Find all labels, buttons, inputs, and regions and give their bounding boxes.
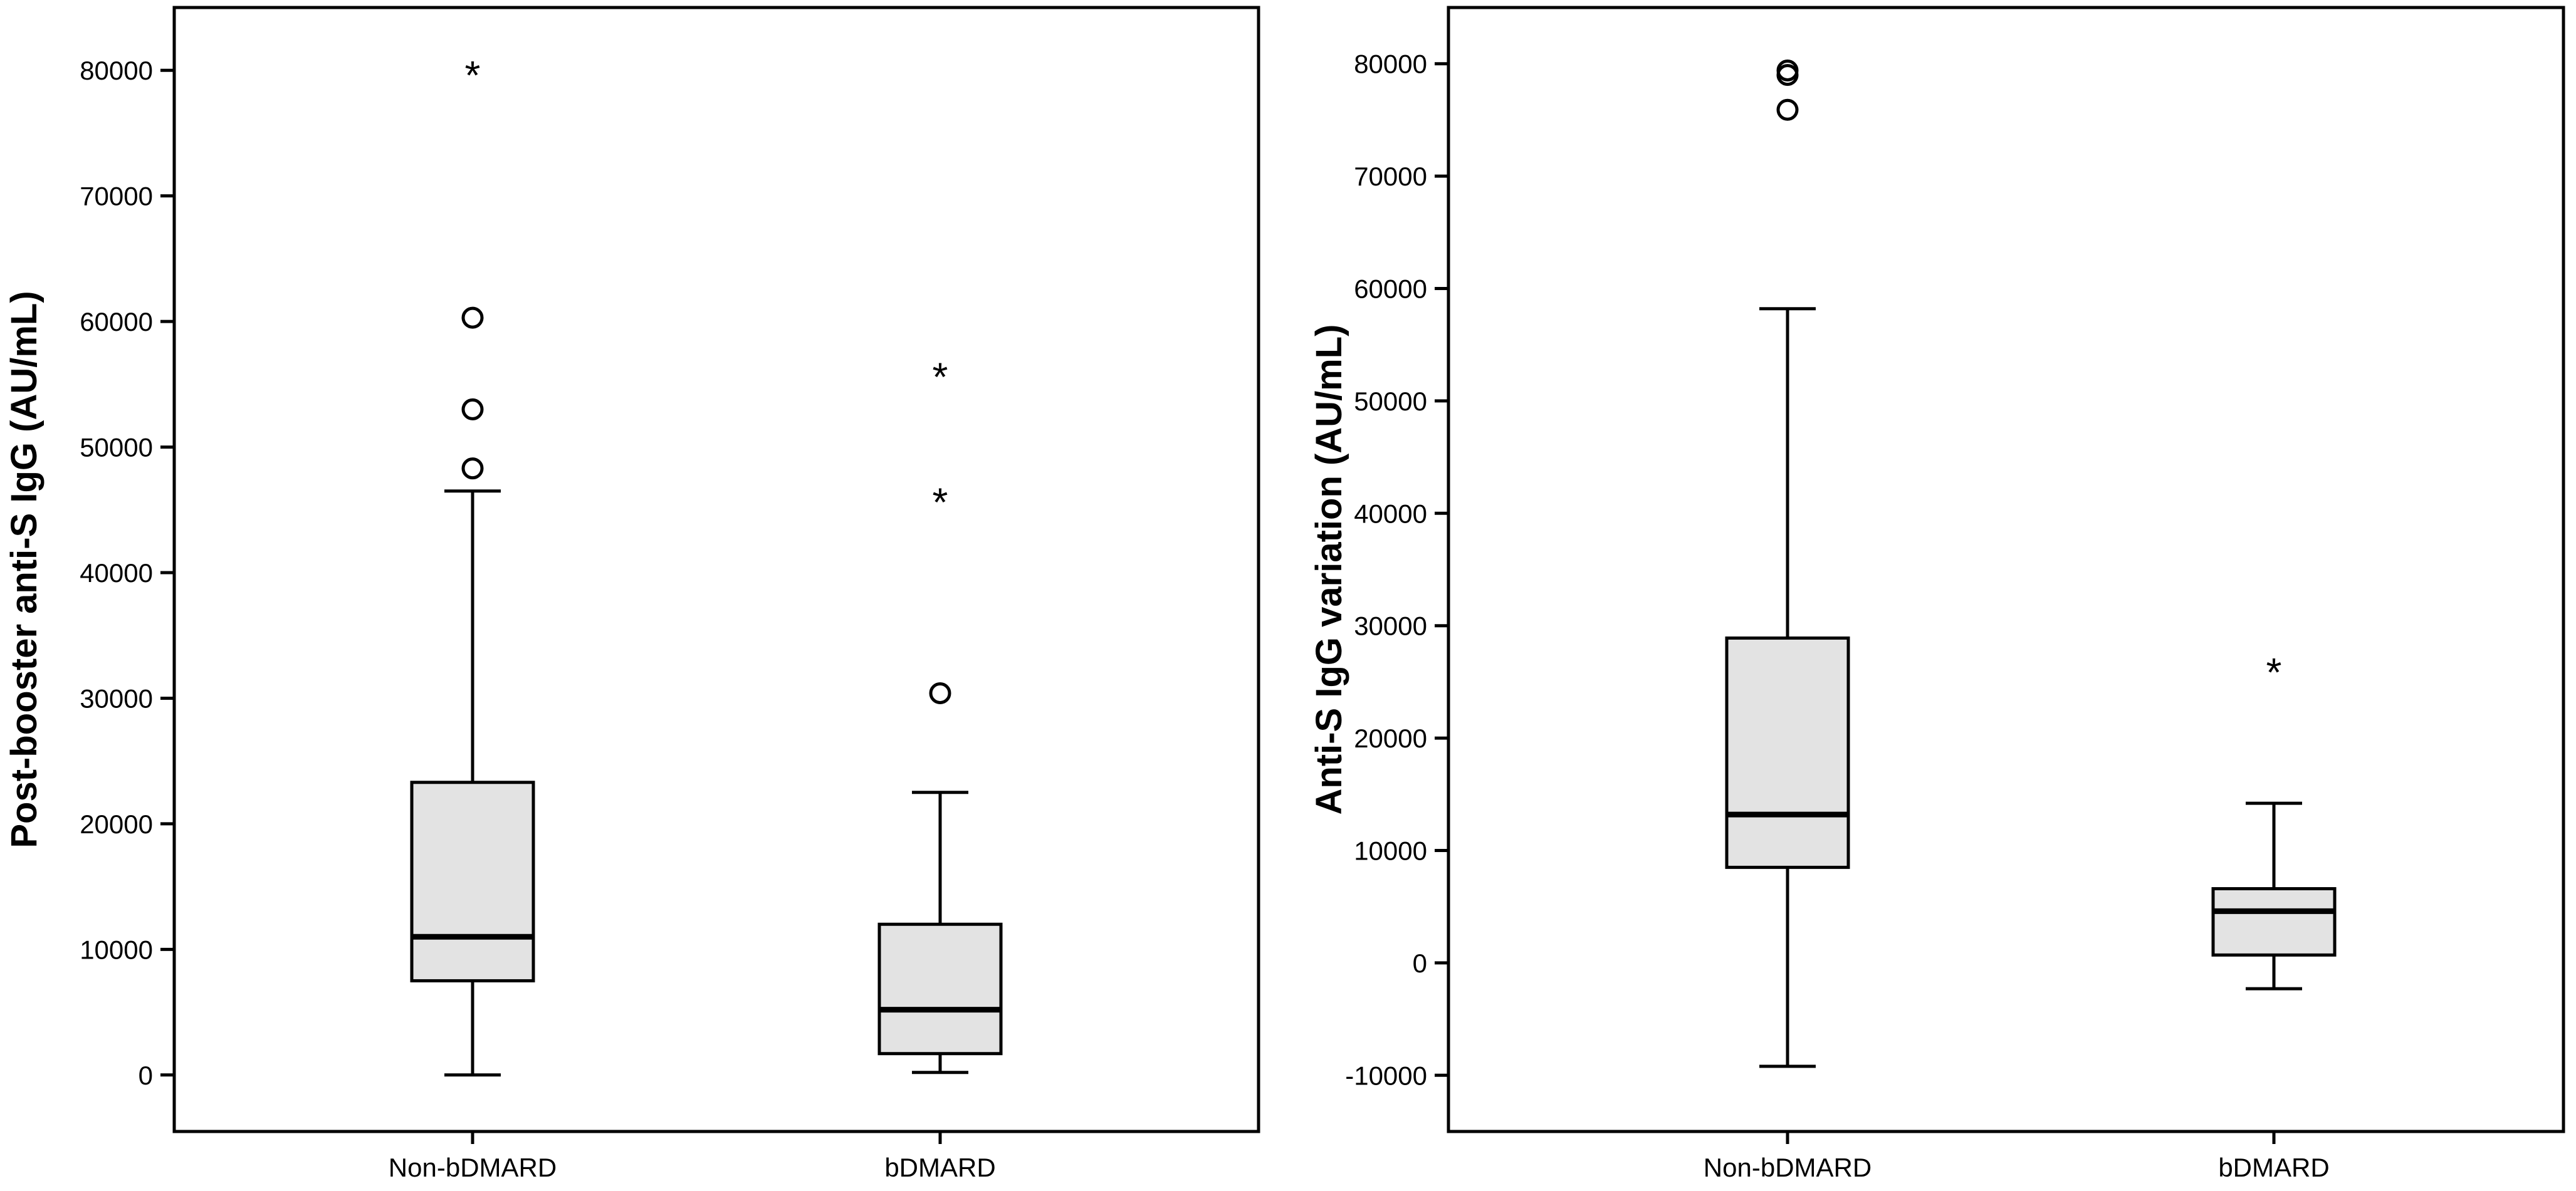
y-tick-label: 70000 — [1354, 162, 1427, 191]
y-tick-label: 50000 — [1354, 387, 1427, 416]
x-tick-label: bDMARD — [2218, 1153, 2329, 1182]
outlier-point — [1776, 59, 1799, 81]
y-tick-label: 30000 — [1354, 611, 1427, 641]
y-tick-label: 20000 — [1354, 724, 1427, 753]
extreme-point: * — [933, 480, 948, 525]
y-tick-label: 50000 — [80, 433, 153, 462]
box-non-bdmard — [1725, 59, 1850, 1068]
iqr-box — [2211, 887, 2337, 957]
y-tick-label: 0 — [1413, 949, 1427, 978]
extreme-point: * — [465, 53, 481, 98]
outlier-point — [461, 457, 484, 480]
y-tick-label: -10000 — [1345, 1061, 1427, 1090]
outlier-point — [929, 682, 951, 704]
y-tick-label: 20000 — [80, 809, 153, 839]
x-tick-label: Non-bDMARD — [389, 1153, 557, 1182]
y-axis-title: Anti-S IgG variation (AU/mL) — [1309, 325, 1349, 815]
y-tick-label: 40000 — [80, 558, 153, 588]
extreme-point: * — [2266, 650, 2282, 695]
y-tick-label: 80000 — [1354, 49, 1427, 79]
outlier-point — [461, 398, 484, 420]
y-tick-label: 70000 — [80, 182, 153, 211]
y-axis-title: Post-booster anti-S IgG (AU/mL) — [4, 291, 45, 848]
panel-variation: -10000 0 10000 20000 30000 40000 50000 60000 700… — [1309, 6, 2565, 1182]
plot-frame — [1447, 6, 2565, 1133]
panel-post-booster: 0 10000 20000 30000 40000 50000 60000 70000 8000… — [4, 6, 1260, 1182]
box-bdmard: * — [2211, 650, 2337, 991]
x-tick-label: Non-bDMARD — [1704, 1153, 1872, 1182]
extreme-point: * — [933, 354, 948, 399]
box-non-bdmard: * — [410, 53, 535, 1077]
y-tick-label: 10000 — [80, 935, 153, 964]
iqr-box — [877, 922, 1003, 1056]
y-tick-label: 60000 — [80, 307, 153, 336]
iqr-box — [410, 781, 535, 982]
outlier-point — [461, 306, 484, 329]
y-tick-label: 60000 — [1354, 274, 1427, 304]
y-tick-label: 0 — [139, 1061, 153, 1090]
outlier-point — [1776, 98, 1799, 121]
y-tick-label: 40000 — [1354, 499, 1427, 528]
plot-frame — [172, 6, 1260, 1133]
iqr-box — [1725, 636, 1850, 869]
box-bdmard: ** — [877, 354, 1003, 1074]
y-tick-label: 10000 — [1354, 836, 1427, 866]
y-tick-label: 80000 — [80, 56, 153, 85]
x-tick-label: bDMARD — [884, 1153, 995, 1182]
y-tick-label: 30000 — [80, 684, 153, 713]
